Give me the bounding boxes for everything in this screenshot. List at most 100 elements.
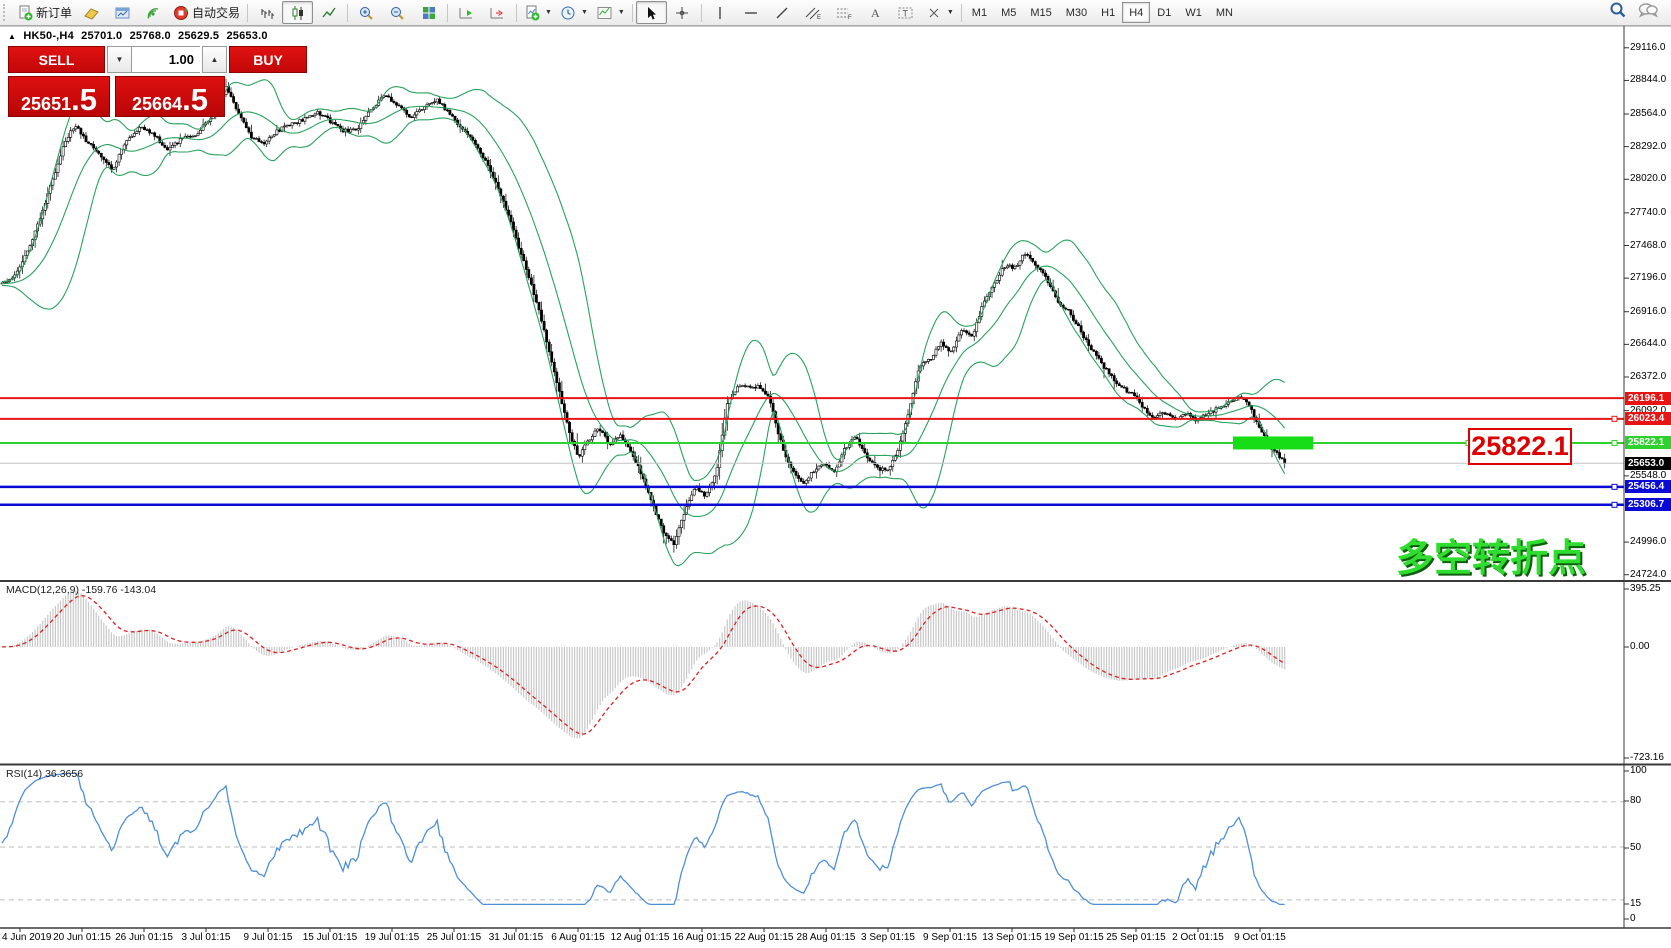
toolbar-separator (700, 3, 702, 22)
rsi-tick-label: 100 (1630, 765, 1647, 776)
dropdown-arrow-icon: ▼ (617, 9, 625, 16)
buy-button[interactable]: BUY (229, 46, 307, 73)
price-tick-label: 27468.0 (1630, 239, 1667, 251)
price-badge: 26196.1 (1625, 391, 1671, 405)
timeframe-m30[interactable]: M30 (1065, 6, 1088, 19)
text-label-button[interactable]: T (891, 1, 922, 24)
fibonacci-button[interactable]: F (829, 1, 860, 24)
toolbar-separator (247, 3, 249, 22)
svg-text:T: T (903, 8, 909, 18)
market-watch-button[interactable] (107, 1, 138, 24)
vertical-line-button[interactable] (705, 1, 736, 24)
price-badge: 25456.4 (1625, 480, 1671, 494)
indicators-icon (524, 5, 540, 21)
timeframe-m15[interactable]: M15 (1030, 6, 1052, 19)
line-chart-icon (321, 5, 337, 21)
price-badge: 25653.0 (1625, 456, 1671, 470)
trendline-button[interactable] (767, 1, 798, 24)
new-order-icon (17, 5, 33, 21)
timeframe-m1[interactable]: M1 (971, 6, 988, 19)
time-tick-label: 3 Jul 01:15 (181, 932, 231, 943)
buy-price-int: 25664 (132, 94, 183, 114)
signal-icon (145, 5, 162, 21)
timeframe-w1[interactable]: W1 (1185, 6, 1202, 19)
toolbar-separator (960, 3, 962, 22)
arrows-icon (926, 5, 942, 21)
time-tick-label: 31 Jul 01:15 (488, 932, 544, 943)
crosshair-button[interactable] (667, 1, 698, 24)
timeframe-h1[interactable]: H1 (1101, 6, 1116, 19)
sell-price-display[interactable]: 25651 .5 (8, 76, 110, 117)
line-chart-button[interactable] (313, 1, 344, 24)
equidistant-channel-button[interactable]: E (798, 1, 829, 24)
autotrading-button[interactable]: 自动交易 (169, 1, 244, 24)
tile-windows-button[interactable] (413, 1, 444, 24)
toolbar-separator (631, 3, 633, 22)
metaeditor-icon (83, 5, 100, 21)
toolbar-separator (447, 3, 449, 22)
time-tick-label: 9 Sep 01:15 (923, 932, 977, 943)
timeframe-mn[interactable]: MN (1215, 6, 1233, 19)
symbol-period: HK50-,H4 (23, 30, 74, 42)
template-icon (596, 5, 613, 21)
time-tick-label: 20 Jun 01:15 (53, 932, 111, 943)
chart-shift-button[interactable] (482, 1, 513, 24)
price-tick-label: 28020.0 (1630, 173, 1667, 185)
rsi-tick-label: 15 (1630, 898, 1642, 909)
trade-widget: SELL ▼ 1.00 ▲ BUY 25651 .5 25664 .5 (8, 46, 307, 117)
crosshair-icon (674, 5, 690, 21)
arrows-button[interactable]: ▼ (922, 1, 958, 24)
search-icon[interactable] (1609, 1, 1627, 24)
price-badge: 26023.4 (1625, 412, 1671, 426)
macd-name: MACD(12,26,9) (6, 584, 79, 596)
periods-button[interactable]: ▼ (556, 1, 592, 24)
zoom-out-button[interactable] (382, 1, 413, 24)
bar-chart-icon (259, 5, 275, 21)
time-tick-label: 12 Aug 01:15 (610, 932, 670, 943)
rsi-tick-label: 0 (1630, 913, 1636, 924)
bar-chart-button[interactable] (251, 1, 282, 24)
timeframe-m5[interactable]: M5 (1001, 6, 1017, 19)
price-tick-label: 26092.0 (1630, 404, 1667, 416)
chart-shift-icon (489, 5, 506, 21)
collapse-arrow-icon[interactable]: ▲ (8, 32, 17, 41)
svg-text:E: E (817, 15, 821, 21)
timeframe-d1[interactable]: D1 (1157, 6, 1172, 19)
auto-scroll-button[interactable] (451, 1, 482, 24)
templates-button[interactable]: ▼ (592, 1, 629, 24)
sell-button[interactable]: SELL (8, 46, 105, 73)
macd-tick-label: -723.16 (1630, 752, 1664, 763)
signals-button[interactable] (138, 1, 169, 24)
macd-tick-label: 0.00 (1630, 641, 1650, 652)
metaeditor-button[interactable] (76, 1, 107, 24)
volume-input[interactable]: 1.00 (132, 46, 200, 73)
time-tick-label: 6 Aug 01:15 (551, 932, 605, 943)
timeframe-h4[interactable]: H4 (1122, 2, 1151, 23)
volume-increase-button[interactable]: ▲ (202, 46, 227, 73)
indicators-button[interactable]: ▼ (520, 1, 556, 24)
cursor-button[interactable] (635, 1, 667, 24)
text-button[interactable]: A (860, 1, 891, 24)
svg-text:F: F (848, 15, 852, 21)
candlestick-chart-button[interactable] (282, 1, 314, 24)
new-order-button[interactable]: 新订单 (13, 1, 76, 24)
rsi-tick-label: 50 (1630, 842, 1642, 853)
community-chat-icon[interactable] (1637, 1, 1659, 24)
zoom-in-button[interactable] (351, 1, 382, 24)
horizontal-line-button[interactable] (736, 1, 767, 24)
svg-text:A: A (871, 6, 880, 20)
ohlc-low: 25629.5 (178, 30, 220, 42)
ohlc-high: 25768.0 (129, 30, 171, 42)
time-tick-label: 19 Sep 01:15 (1044, 932, 1104, 943)
buy-price-display[interactable]: 25664 .5 (115, 76, 225, 117)
chart-window-icon (114, 5, 131, 21)
highlight-bar (1233, 436, 1313, 450)
time-tick-label: 16 Aug 01:15 (672, 932, 732, 943)
volume-decrease-button[interactable]: ▼ (107, 46, 132, 73)
time-tick-label: 9 Oct 01:15 (1234, 932, 1286, 943)
chart-header: ▲ HK50-,H4 25701.0 25768.0 25629.5 25653… (8, 30, 272, 42)
dropdown-arrow-icon: ▼ (946, 9, 954, 16)
macd-tick-label: 395.25 (1630, 583, 1661, 594)
